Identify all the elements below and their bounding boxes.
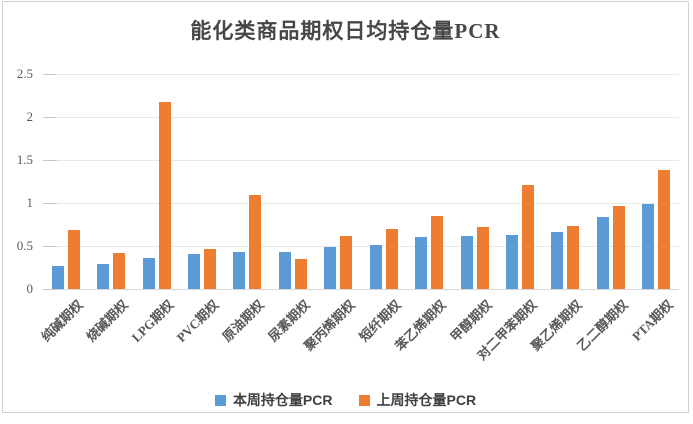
bar-本周持仓量PCR-原油期权 <box>233 252 246 289</box>
bar-本周持仓量PCR-LPG期权 <box>142 258 155 289</box>
bar-上周持仓量PCR-短纤期权 <box>385 228 398 289</box>
bar-本周持仓量PCR-纯碱期权 <box>51 265 64 289</box>
x-axis-label-PVC期权: PVC期权 <box>173 297 222 346</box>
y-axis-tick <box>43 246 57 247</box>
y-axis-label: 2 <box>26 109 34 124</box>
bar-本周持仓量PCR-聚乙烯期权 <box>551 232 564 289</box>
gridline <box>43 246 679 247</box>
legend-label-this-week: 本周持仓量PCR <box>232 392 333 408</box>
bar-本周持仓量PCR-PVC期权 <box>188 253 200 289</box>
bar-上周持仓量PCR-LPG期权 <box>158 101 171 289</box>
bar-本周持仓量PCR-对二甲苯期权 <box>506 234 518 289</box>
legend-item-this-week: 本周持仓量PCR <box>214 390 333 410</box>
bar-本周持仓量PCR-尿素期权 <box>278 252 291 289</box>
bar-上周持仓量PCR-PVC期权 <box>204 248 216 289</box>
chart-title: 能化类商品期权日均持仓量PCR <box>190 19 501 43</box>
bar-本周持仓量PCR-烧碱期权 <box>97 264 110 289</box>
chart-frame: 能化类商品期权日均持仓量PCR 0 0.5 1 1.5 2 2.5 纯碱期权 烧碱期权 LPG期… <box>2 1 689 413</box>
x-axis-label-LPG期权: LPG期权 <box>128 297 177 346</box>
gridline <box>43 74 679 75</box>
bar-上周持仓量PCR-PTA期权 <box>658 170 671 289</box>
x-axis-label-烧碱期权: 烧碱期权 <box>83 297 131 345</box>
bar-上周持仓量PCR-乙二醇期权 <box>612 206 625 289</box>
x-axis-label-PTA期权: PTA期权 <box>629 297 677 344</box>
y-axis-label: 0.5 <box>16 238 33 253</box>
legend: 本周持仓量PCR 上周持仓量PCR <box>3 390 688 410</box>
gridline <box>43 289 679 290</box>
bar-上周持仓量PCR-对二甲苯期权 <box>522 184 534 289</box>
bar-上周持仓量PCR-苯乙烯期权 <box>431 215 444 289</box>
bar-本周持仓量PCR-聚丙烯期权 <box>324 246 337 289</box>
bar-上周持仓量PCR-烧碱期权 <box>113 252 126 289</box>
x-axis-label-原油期权: 原油期权 <box>219 297 268 345</box>
legend-label-last-week: 上周持仓量PCR <box>376 392 477 408</box>
bar-上周持仓量PCR-聚乙烯期权 <box>567 226 580 289</box>
legend-swatch-blue <box>214 394 226 406</box>
y-axis-label: 1.5 <box>16 152 33 167</box>
plot-area: 0 0.5 1 1.5 2 2.5 纯碱期权 烧碱期权 LPG期权 PVC期权 原油期权 尿素期权 聚丙… <box>3 2 693 424</box>
gridline <box>43 117 679 118</box>
y-axis-label: 1 <box>26 195 34 210</box>
legend-swatch-orange <box>358 394 370 406</box>
gridline <box>43 160 679 161</box>
y-axis-label: 2.5 <box>16 66 33 81</box>
bar-上周持仓量PCR-原油期权 <box>249 195 262 289</box>
bar-上周持仓量PCR-甲醇期权 <box>476 227 489 289</box>
y-axis-tick <box>43 160 57 161</box>
y-axis-tick <box>43 203 57 204</box>
bar-上周持仓量PCR-尿素期权 <box>294 258 307 289</box>
bar-本周持仓量PCR-短纤期权 <box>369 245 382 289</box>
y-axis-tick <box>43 117 57 118</box>
bar-本周持仓量PCR-乙二醇期权 <box>596 216 609 289</box>
y-axis-tick <box>43 74 57 75</box>
bar-本周持仓量PCR-PTA期权 <box>642 203 655 289</box>
x-axis-label-纯碱期权: 纯碱期权 <box>38 297 86 345</box>
y-axis-tick <box>43 289 57 290</box>
legend-item-last-week: 上周持仓量PCR <box>358 390 477 410</box>
y-axis-label: 0 <box>26 281 34 296</box>
bar-上周持仓量PCR-聚丙烯期权 <box>340 235 353 289</box>
bar-本周持仓量PCR-甲醇期权 <box>460 235 473 289</box>
bar-上周持仓量PCR-纯碱期权 <box>67 229 80 289</box>
gridline <box>43 203 679 204</box>
bar-本周持仓量PCR-苯乙烯期权 <box>415 237 428 289</box>
